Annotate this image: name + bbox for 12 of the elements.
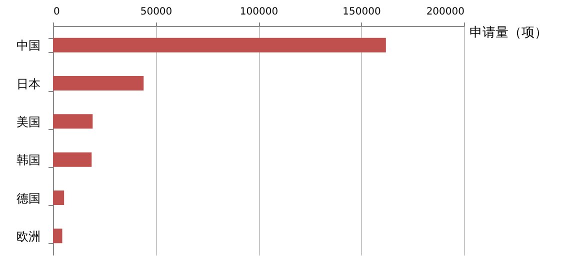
y-tick-label: 日本 (16, 76, 40, 91)
x-tick-label: 0 (54, 6, 60, 18)
x-tick-label: 100000 (240, 6, 278, 18)
x-tick-label: 200000 (426, 6, 464, 18)
y-tick-label: 德国 (16, 191, 40, 206)
y-tick-label: 欧洲 (16, 229, 40, 244)
y-tick-label: 韩国 (16, 153, 40, 168)
x-axis-title: 申请量（项） (470, 26, 548, 40)
x-tick-label: 50000 (140, 6, 172, 18)
y-tick-label: 中国 (16, 38, 40, 53)
y-tick-label: 美国 (16, 114, 40, 129)
x-tick-label: 150000 (342, 6, 381, 18)
